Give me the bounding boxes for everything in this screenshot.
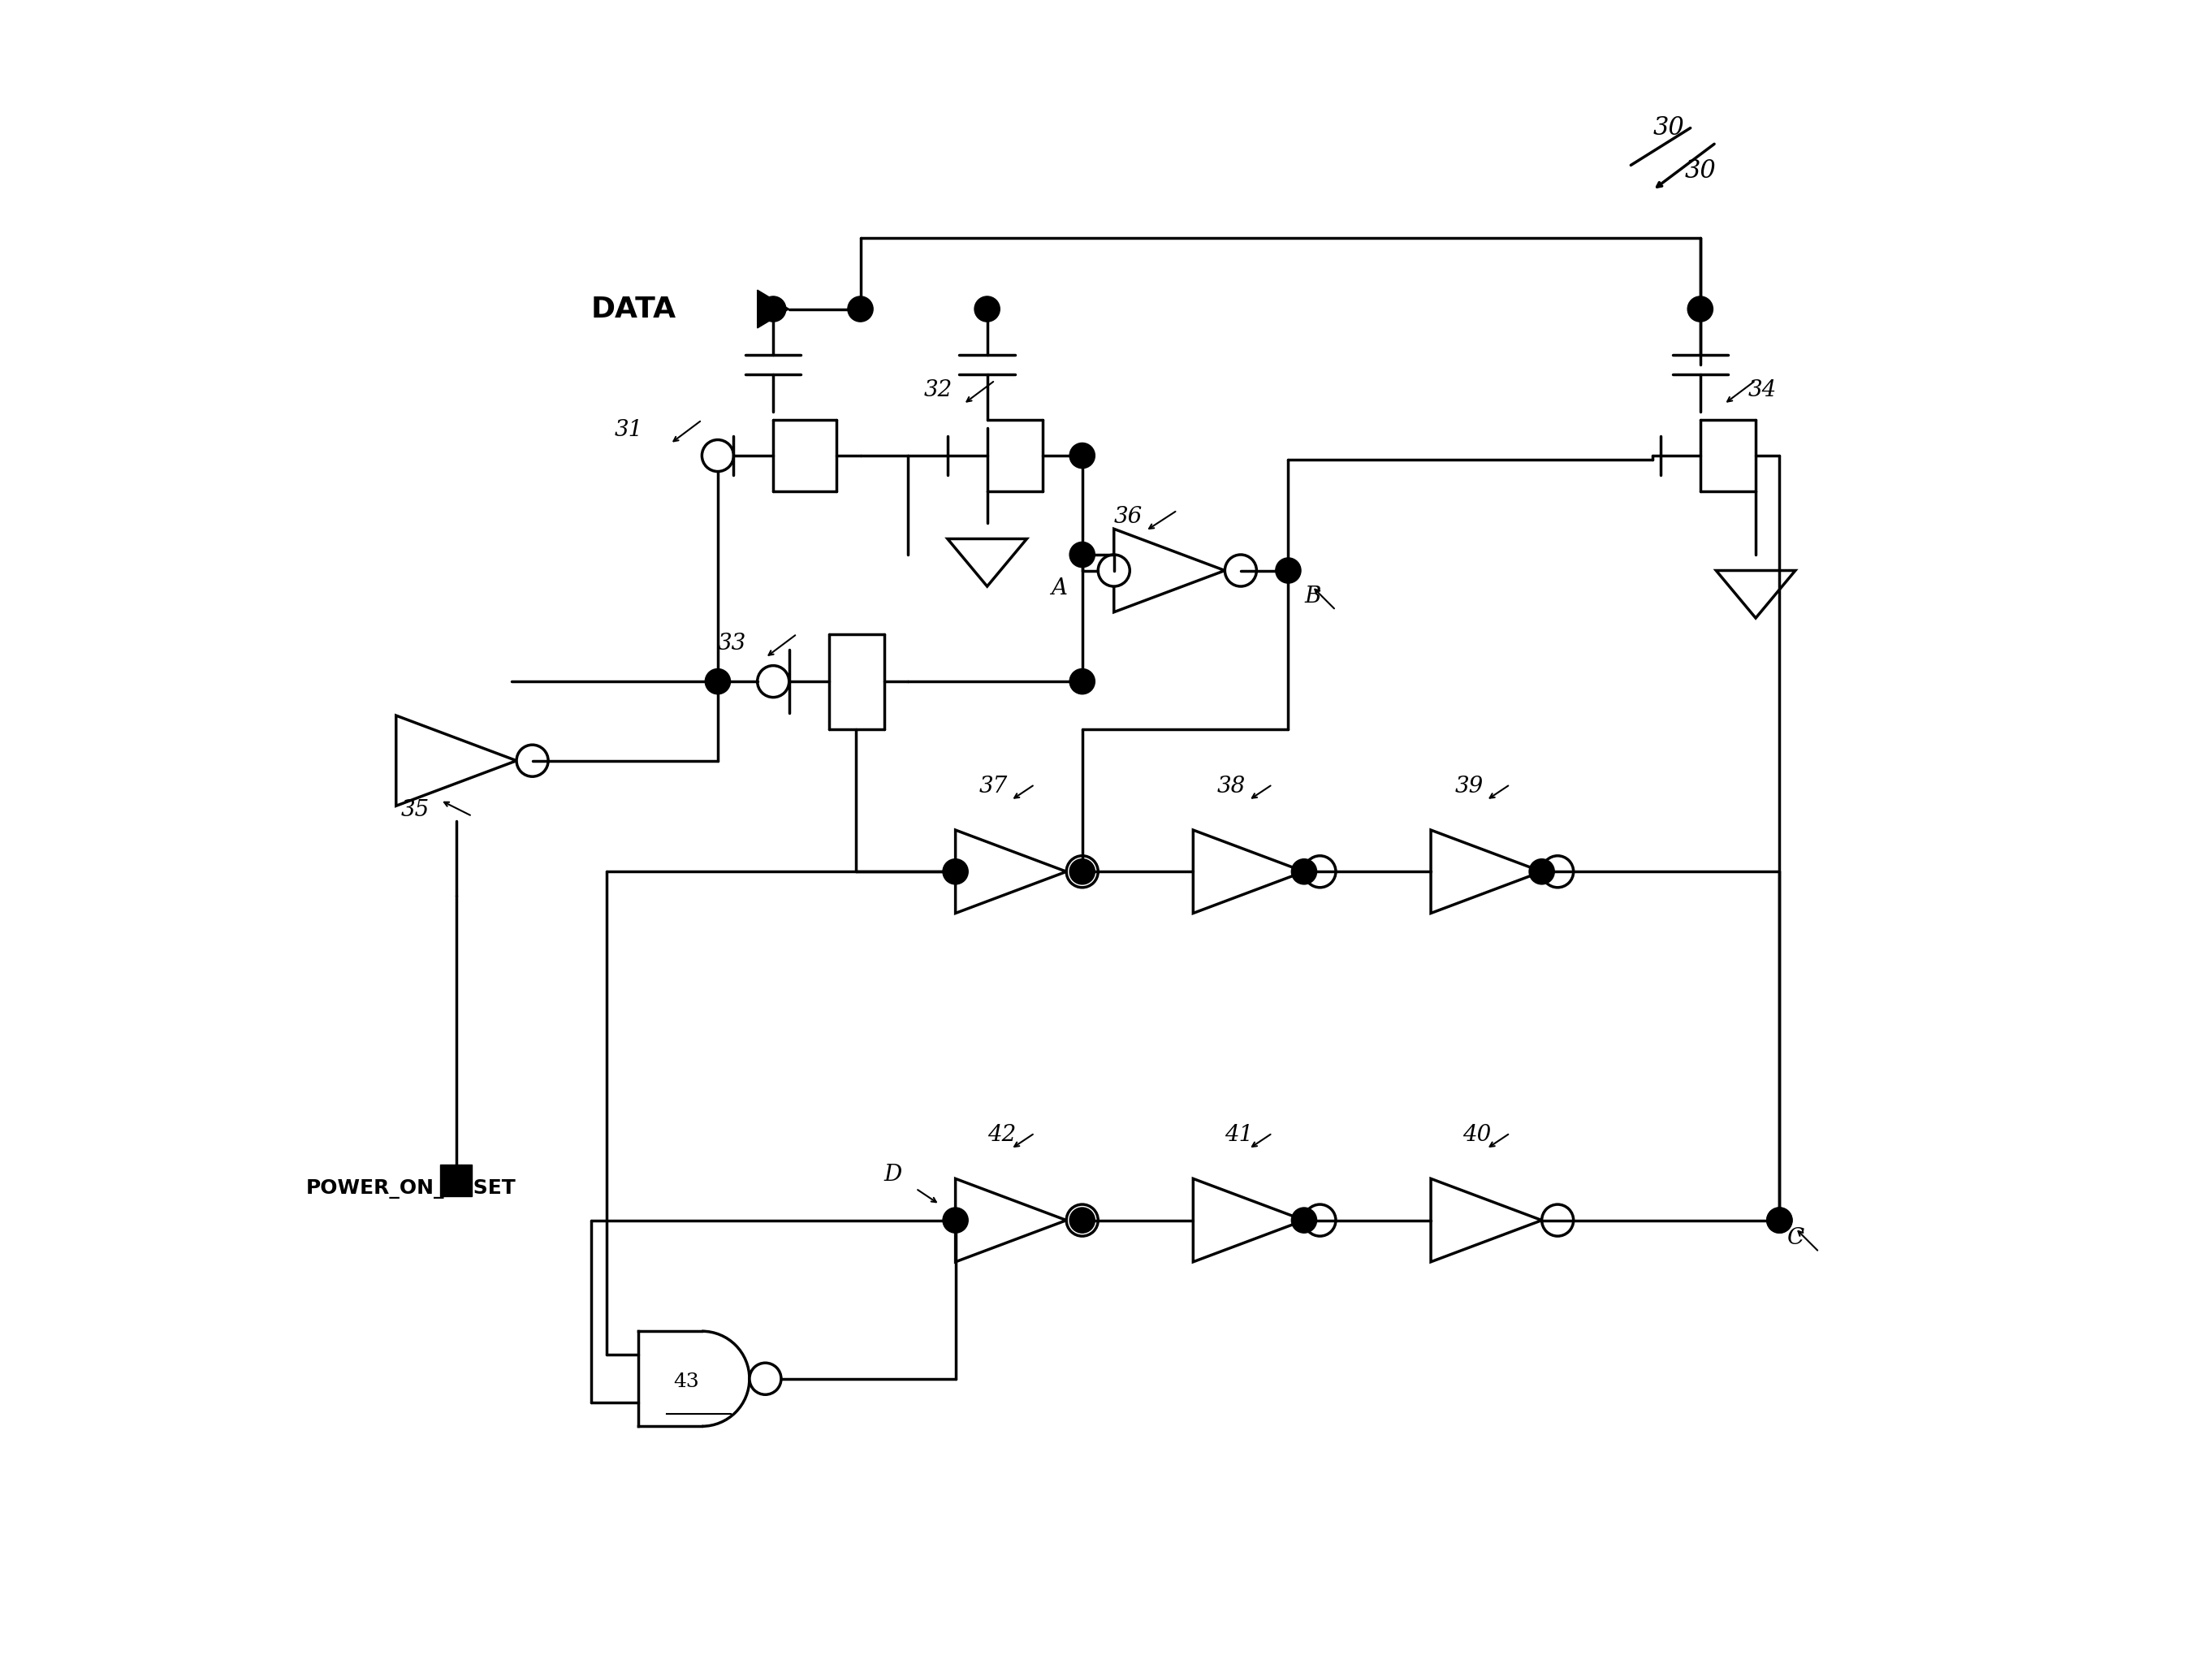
- Text: 34: 34: [1747, 379, 1776, 401]
- Text: POWER_ON_RESET: POWER_ON_RESET: [305, 1178, 515, 1198]
- Circle shape: [942, 859, 969, 884]
- Circle shape: [1528, 859, 1555, 884]
- FancyBboxPatch shape: [440, 1165, 471, 1196]
- Text: 40: 40: [1462, 1123, 1491, 1146]
- Circle shape: [1097, 554, 1130, 586]
- Circle shape: [518, 745, 549, 777]
- Text: 43: 43: [672, 1373, 699, 1391]
- Circle shape: [975, 296, 1000, 321]
- Circle shape: [1305, 1205, 1336, 1236]
- Text: 30: 30: [1652, 115, 1683, 140]
- Text: D: D: [885, 1163, 902, 1185]
- Circle shape: [706, 669, 730, 694]
- Circle shape: [757, 666, 790, 697]
- Text: 42: 42: [987, 1123, 1015, 1146]
- Text: 30: 30: [1683, 158, 1717, 183]
- Circle shape: [1066, 1205, 1097, 1236]
- Circle shape: [1071, 859, 1095, 884]
- Circle shape: [1071, 542, 1095, 567]
- Circle shape: [1071, 1208, 1095, 1233]
- Circle shape: [942, 1208, 969, 1233]
- Text: B: B: [1305, 586, 1321, 607]
- Circle shape: [701, 439, 734, 471]
- Polygon shape: [757, 290, 790, 328]
- Text: 35: 35: [400, 799, 429, 820]
- Circle shape: [1225, 554, 1256, 586]
- Text: A: A: [1051, 577, 1066, 599]
- Circle shape: [1767, 1208, 1792, 1233]
- Circle shape: [1767, 1208, 1792, 1233]
- Circle shape: [1292, 1208, 1316, 1233]
- Circle shape: [750, 1363, 781, 1394]
- Circle shape: [847, 296, 874, 321]
- Circle shape: [1688, 296, 1712, 321]
- Circle shape: [1071, 669, 1095, 694]
- Circle shape: [1542, 855, 1573, 887]
- Circle shape: [1071, 443, 1095, 468]
- Text: 41: 41: [1225, 1123, 1254, 1146]
- Circle shape: [1276, 557, 1301, 582]
- Circle shape: [1542, 1205, 1573, 1236]
- Text: 38: 38: [1217, 775, 1245, 797]
- Text: DATA: DATA: [591, 295, 677, 323]
- Circle shape: [761, 296, 785, 321]
- Text: C: C: [1787, 1226, 1805, 1250]
- Circle shape: [1305, 855, 1336, 887]
- Circle shape: [1071, 859, 1095, 884]
- Text: 37: 37: [980, 775, 1009, 797]
- Text: 36: 36: [1115, 506, 1144, 527]
- Text: 39: 39: [1455, 775, 1484, 797]
- Text: 33: 33: [717, 632, 745, 654]
- Circle shape: [1066, 855, 1097, 887]
- Text: 31: 31: [615, 419, 644, 441]
- Text: 32: 32: [925, 379, 953, 401]
- Circle shape: [1292, 859, 1316, 884]
